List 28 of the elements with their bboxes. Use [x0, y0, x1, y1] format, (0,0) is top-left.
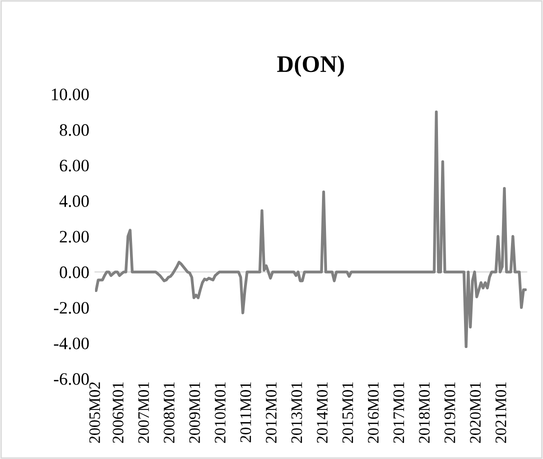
y-tick-label: 4.00 [59, 195, 89, 208]
y-tick-label: -2.00 [54, 302, 89, 314]
x-tick-label: 2011M01 [240, 382, 252, 442]
y-tick-label: -6.00 [54, 373, 89, 385]
x-tick-label: 2008M01 [164, 382, 175, 443]
x-tick-label: 2019M01 [444, 382, 456, 443]
x-tick-label: 2016M01 [368, 382, 379, 443]
chart-title: D(ON) [277, 55, 344, 77]
y-tick-label: 2.00 [60, 230, 89, 243]
x-tick-label: 2010M01 [214, 382, 226, 443]
x-tick-label: 2018M01 [418, 382, 430, 443]
y-tick-label: -4.00 [54, 338, 89, 350]
x-tick-label: 2017M01 [393, 382, 404, 443]
x-tick-label: 2020M01 [470, 382, 481, 443]
x-tick-label: 2012M01 [266, 382, 277, 443]
x-tick-label: 2006M01 [112, 382, 124, 443]
x-tick-label: 2021M01 [495, 382, 506, 443]
x-tick-label: 2005M02 [89, 382, 100, 443]
y-tick-label: 6.00 [60, 160, 89, 172]
x-tick-label: 2013M01 [291, 382, 302, 443]
y-tick-label: 0.00 [60, 266, 89, 278]
y-tick-label: 10.00 [52, 88, 89, 100]
x-tick-label: 2009M01 [189, 382, 200, 443]
x-tick-label: 2015M01 [342, 382, 354, 443]
x-tick-label: 2014M01 [316, 382, 328, 443]
x-tick-label: 2007M01 [138, 382, 149, 443]
y-tick-label: 8.00 [60, 124, 89, 136]
line-series [95, 110, 527, 348]
